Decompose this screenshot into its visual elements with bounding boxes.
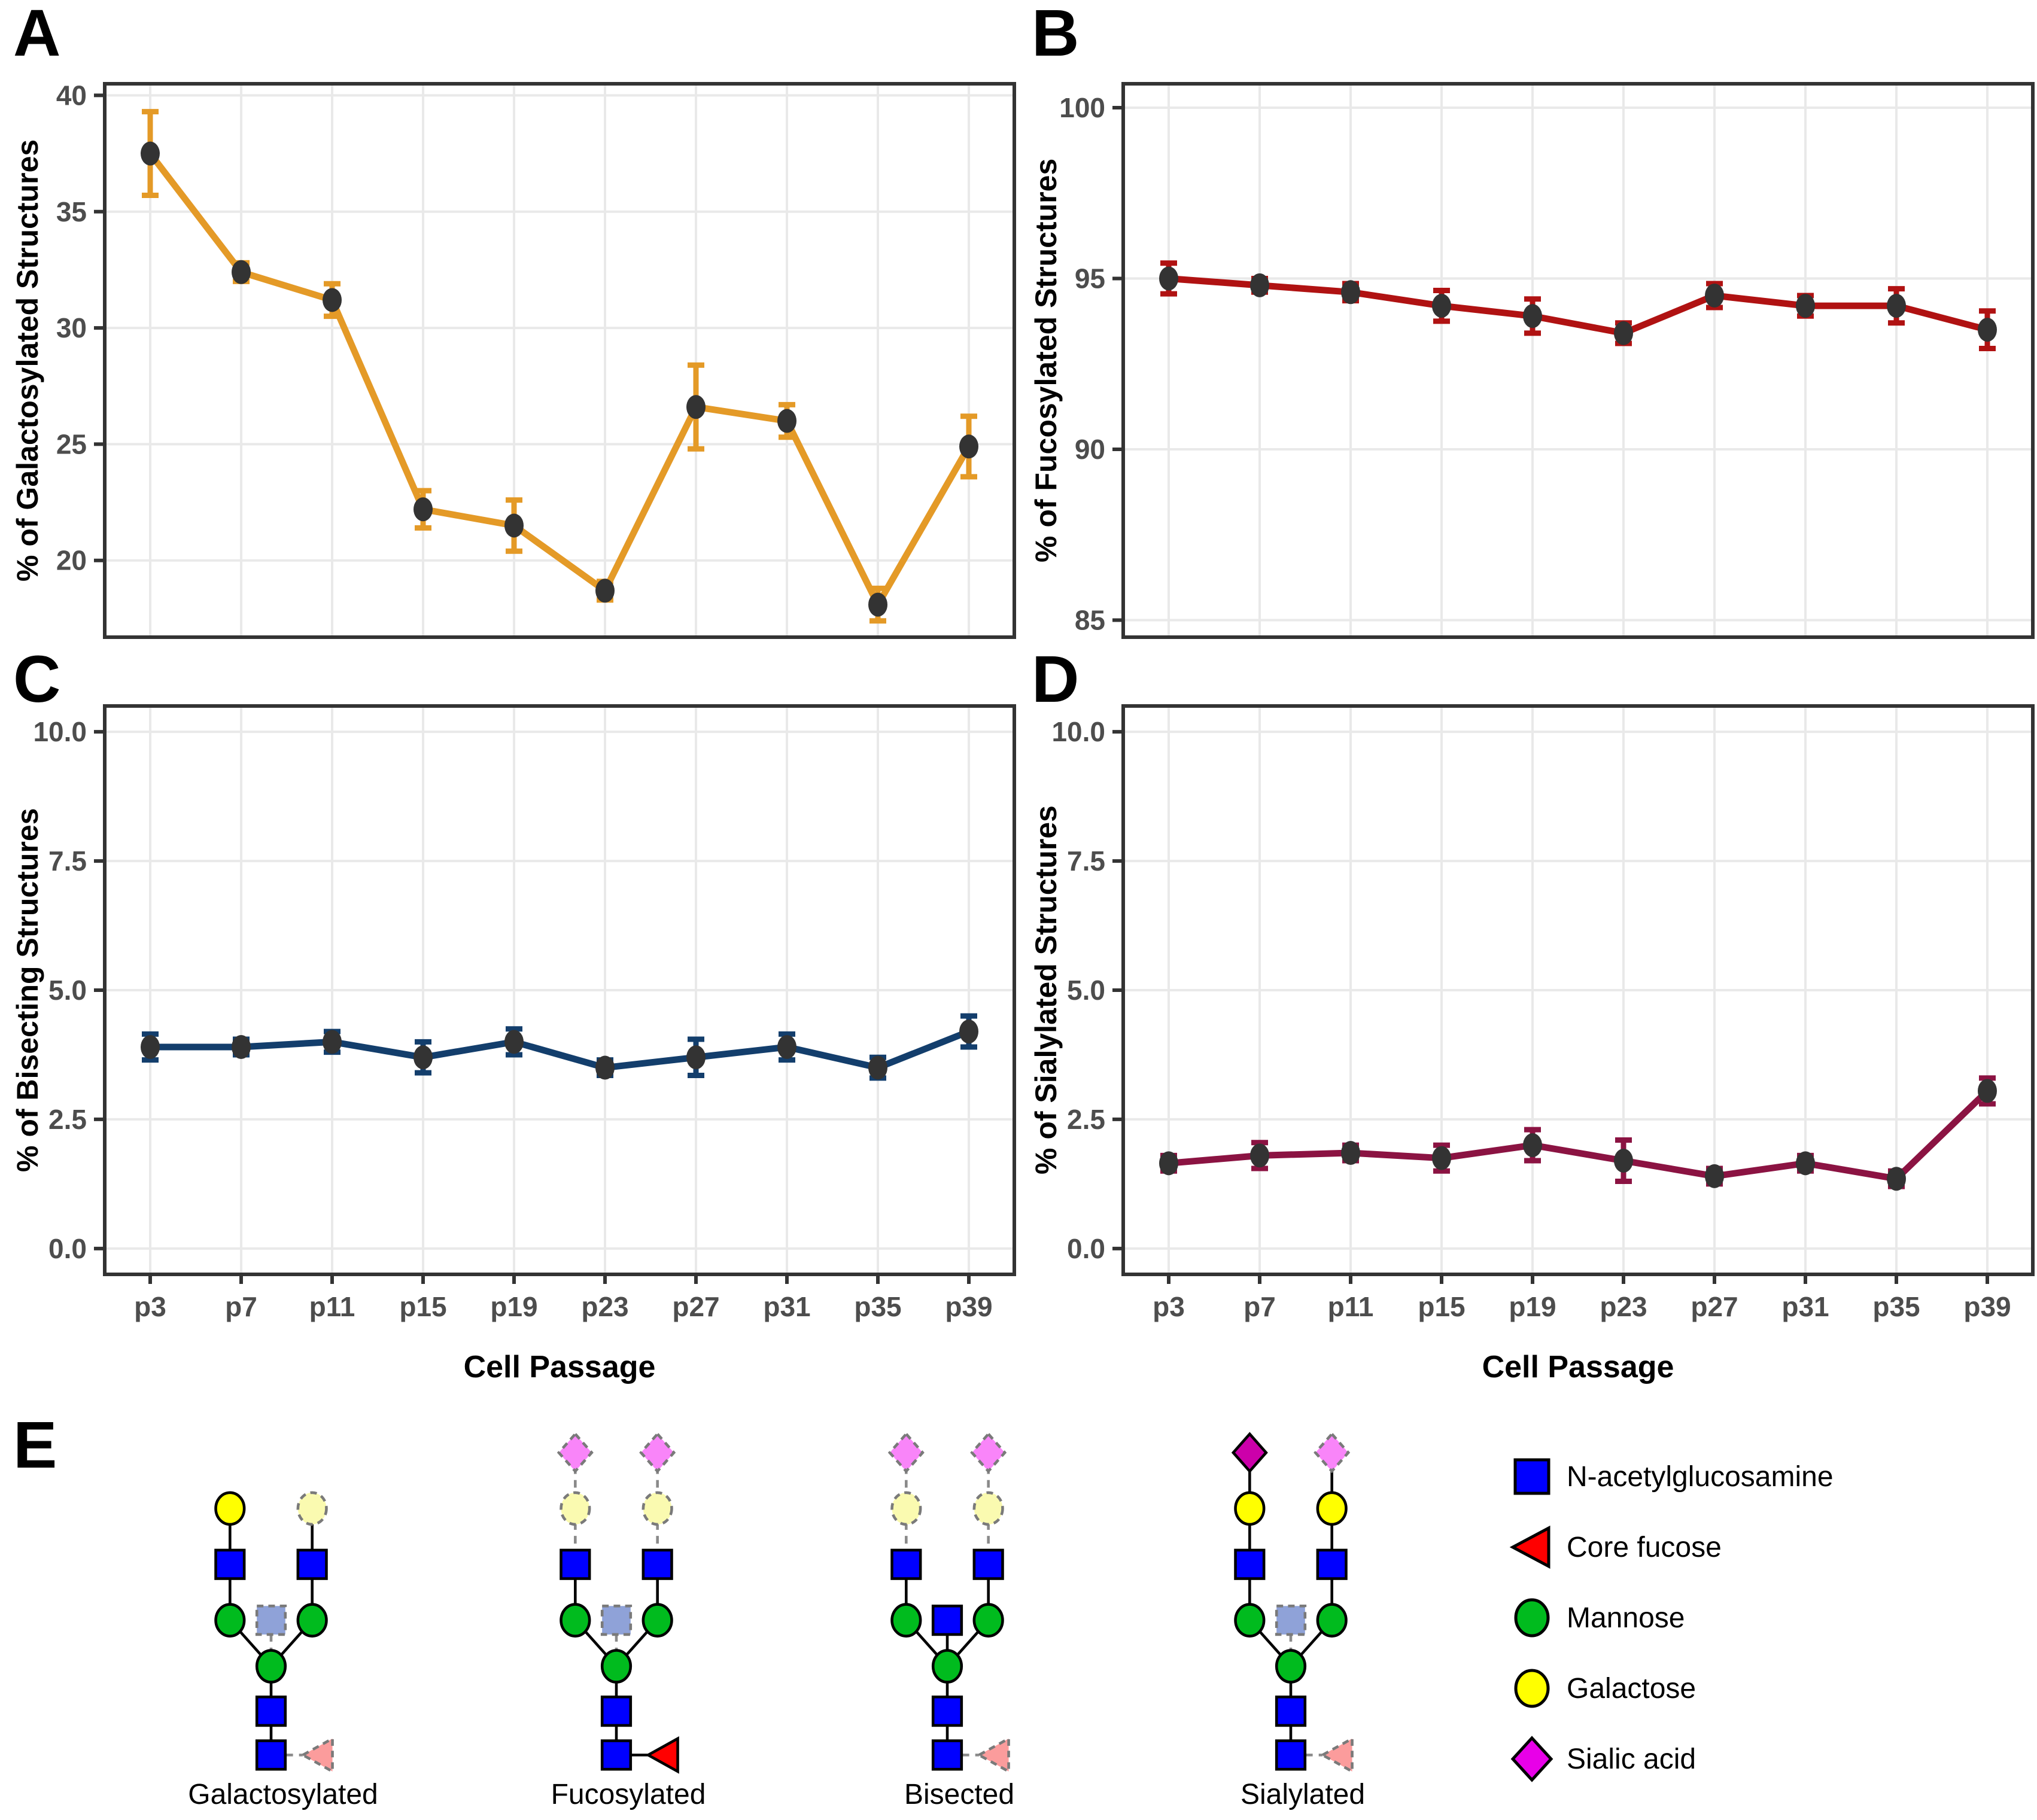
svg-text:40: 40 bbox=[56, 80, 87, 111]
svg-text:p11: p11 bbox=[309, 1291, 355, 1322]
panel-a-chart: 20 25 30 35 40 bbox=[56, 80, 1016, 639]
sialic-acid-diamond-icon bbox=[1510, 1736, 1553, 1782]
legend-item-glcnac: N-acetylglucosamine bbox=[1508, 1448, 2023, 1505]
svg-text:100: 100 bbox=[1059, 92, 1105, 123]
svg-text:25: 25 bbox=[56, 428, 87, 459]
svg-text:p27: p27 bbox=[672, 1291, 719, 1322]
legend-item-sialic-acid: Sialic acid bbox=[1508, 1730, 2023, 1788]
glycan-sialylated: Sialylated bbox=[1162, 1426, 1443, 1811]
svg-text:85: 85 bbox=[1075, 604, 1105, 635]
glycan-fucosylated: Fucosylated bbox=[488, 1426, 769, 1811]
mannose-circle-icon bbox=[1514, 1598, 1550, 1638]
svg-text:0.0: 0.0 bbox=[48, 1233, 87, 1264]
svg-text:p15: p15 bbox=[1418, 1291, 1465, 1322]
legend-item-mannose: Mannose bbox=[1508, 1589, 2023, 1646]
svg-text:p19: p19 bbox=[1509, 1291, 1556, 1322]
svg-text:p39: p39 bbox=[1963, 1291, 2011, 1322]
svg-text:p11: p11 bbox=[1328, 1291, 1374, 1322]
svg-text:10.0: 10.0 bbox=[33, 716, 87, 747]
svg-text:p35: p35 bbox=[1872, 1291, 1920, 1322]
panel-a-y-axis-title: % of Galactosylated Structures bbox=[11, 139, 44, 582]
glcnac-square-icon bbox=[1513, 1458, 1550, 1495]
glycan-bisected-label: Bisected bbox=[904, 1779, 1015, 1810]
legend-label-galactose: Galactose bbox=[1567, 1672, 1697, 1705]
svg-text:5.0: 5.0 bbox=[1067, 975, 1105, 1006]
panel-c-letter: C bbox=[13, 643, 62, 716]
legend-label-sialic-acid: Sialic acid bbox=[1567, 1743, 1697, 1775]
svg-text:5.0: 5.0 bbox=[48, 975, 87, 1006]
panel-c-chart: 0.0 2.5 5.0 7.5 10.0 p3 p7 p11 p15 p19 p23 p27 p31 p3… bbox=[33, 704, 1016, 1322]
panel-d-x-axis-title: Cell Passage bbox=[1482, 1350, 1674, 1384]
svg-text:p15: p15 bbox=[399, 1291, 446, 1322]
core-fucose-triangle-icon bbox=[1509, 1525, 1550, 1569]
svg-text:2.5: 2.5 bbox=[48, 1104, 87, 1135]
svg-text:20: 20 bbox=[56, 545, 87, 576]
svg-text:7.5: 7.5 bbox=[48, 845, 87, 876]
panel-d-y-axis-title: % of Sialylated Structures bbox=[1029, 805, 1063, 1175]
svg-text:p3: p3 bbox=[1153, 1291, 1185, 1322]
glycan-sialylated-diagram bbox=[1231, 1432, 1354, 1774]
panel-b: B % of Fucosylated Structures 85 90 95 100 bbox=[1018, 0, 2037, 646]
legend-label-mannose: Mannose bbox=[1567, 1602, 1685, 1634]
svg-text:35: 35 bbox=[56, 196, 87, 227]
glycan-bisected-diagram bbox=[887, 1432, 1010, 1774]
legend-label-core-fucose: Core fucose bbox=[1567, 1531, 1722, 1563]
svg-text:p31: p31 bbox=[763, 1291, 810, 1322]
panel-a-letter: A bbox=[13, 0, 62, 70]
svg-text:p19: p19 bbox=[490, 1291, 537, 1322]
svg-text:p31: p31 bbox=[1781, 1291, 1829, 1322]
panel-c-y-axis-title: % of Bisecting Structures bbox=[11, 808, 44, 1173]
svg-text:p7: p7 bbox=[225, 1291, 257, 1322]
panel-a: A % of Galactosylated Structures 20 25 30 3… bbox=[0, 0, 1018, 646]
legend-item-core-fucose: Core fucose bbox=[1508, 1518, 2023, 1576]
svg-text:p23: p23 bbox=[581, 1291, 628, 1322]
svg-text:p3: p3 bbox=[134, 1291, 166, 1322]
glycan-galactosylated-label: Galactosylated bbox=[188, 1779, 378, 1810]
panel-e: E Galactosylated Fucosylated Bisected Si… bbox=[0, 1408, 2037, 1820]
glycan-fucosylated-label: Fucosylated bbox=[551, 1779, 706, 1810]
svg-text:p35: p35 bbox=[854, 1291, 901, 1322]
svg-text:10.0: 10.0 bbox=[1051, 716, 1105, 747]
svg-text:0.0: 0.0 bbox=[1067, 1233, 1105, 1264]
glycan-sialylated-label: Sialylated bbox=[1240, 1779, 1366, 1810]
legend-item-galactose: Galactose bbox=[1508, 1660, 2023, 1717]
svg-text:7.5: 7.5 bbox=[1067, 845, 1105, 876]
panel-b-y-axis-title: % of Fucosylated Structures bbox=[1029, 158, 1063, 563]
panel-d-letter: D bbox=[1032, 643, 1081, 716]
panel-d: D % of Sialylated Structures 0.0 2.5 5.0 7.… bbox=[1018, 643, 2037, 1418]
panel-b-letter: B bbox=[1032, 0, 1081, 70]
legend-label-glcnac: N-acetylglucosamine bbox=[1567, 1460, 1834, 1493]
svg-text:95: 95 bbox=[1075, 263, 1105, 294]
svg-text:p39: p39 bbox=[945, 1291, 992, 1322]
glycan-legend: N-acetylglucosamine Core fucose Mannose … bbox=[1508, 1448, 2023, 1801]
glycan-fucosylated-diagram bbox=[557, 1432, 679, 1774]
glycan-galactosylated: Galactosylated bbox=[142, 1426, 424, 1811]
svg-text:p27: p27 bbox=[1691, 1291, 1738, 1322]
svg-text:2.5: 2.5 bbox=[1067, 1104, 1105, 1135]
galactose-circle-icon bbox=[1514, 1669, 1550, 1708]
panel-d-chart: 0.0 2.5 5.0 7.5 10.0 p3 p7 p11 p15 p19 p23 p27 p31 p3… bbox=[1051, 704, 2035, 1322]
svg-text:90: 90 bbox=[1075, 434, 1105, 465]
svg-text:p23: p23 bbox=[1600, 1291, 1647, 1322]
glycan-galactosylated-diagram bbox=[214, 1491, 334, 1774]
panel-b-chart: 85 90 95 100 bbox=[1059, 82, 2035, 639]
glycan-bisected: Bisected bbox=[819, 1426, 1100, 1811]
panel-c: C % of Bisecting Structures 0.0 2.5 5.0 7.5… bbox=[0, 643, 1018, 1418]
svg-text:p7: p7 bbox=[1244, 1291, 1276, 1322]
panel-e-letter: E bbox=[13, 1408, 59, 1482]
svg-text:30: 30 bbox=[56, 312, 87, 343]
panel-c-x-axis-title: Cell Passage bbox=[463, 1350, 656, 1384]
